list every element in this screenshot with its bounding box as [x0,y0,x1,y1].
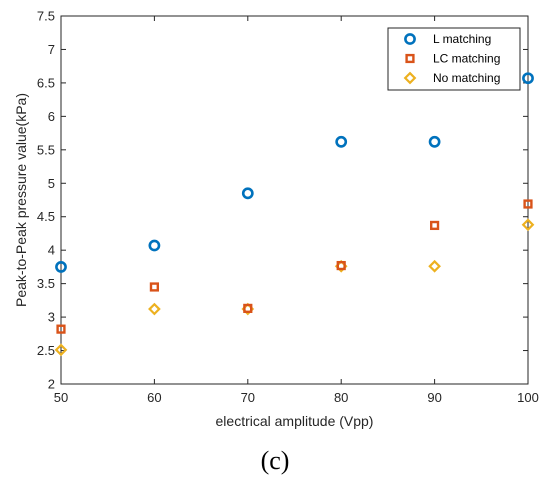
legend-marker [405,53,415,64]
x-axis-ticks: 50 60 70 80 90 100 [54,16,539,405]
y-tick-label: 6 [48,109,55,124]
y-axis-label: Peak-to-Peak pressure value(kPa) [13,93,29,307]
data-point [149,282,160,292]
data-point [148,239,161,252]
legend-label: L matching [433,32,491,46]
series-l-matching [55,72,534,273]
figure-caption: (c) [260,446,290,475]
data-point [241,187,254,200]
legend-label: No matching [433,71,500,85]
x-tick-label: 50 [54,390,68,405]
legend-marker [403,71,417,85]
data-point [521,218,535,232]
x-axis-label: electrical amplitude (Vpp) [216,413,374,429]
x-tick-label: 70 [241,390,255,405]
data-point [148,302,161,316]
legend: L matching LC matching No matching [387,27,521,91]
y-tick-label: 2.5 [37,343,55,358]
data-point [430,220,440,231]
data-point [335,135,348,148]
data-point [55,261,67,273]
y-tick-label: 7 [48,42,55,57]
data-markers [54,72,535,357]
legend-entry: L matching [404,32,491,46]
x-tick-label: 90 [427,390,441,405]
y-tick-label: 6.5 [37,75,55,90]
data-point [336,260,346,271]
data-point [54,343,68,357]
y-tick-label: 5 [48,176,55,191]
y-tick-label: 4 [48,243,55,258]
series-lc-matching [56,199,533,334]
data-point [428,135,441,148]
y-tick-label: 7.5 [37,9,55,24]
scatter-chart: 2 2.5 3 3.5 4 4.5 5 5.5 6 6.5 7 7.5 50 60 70 80 90 100 L… [13,9,539,430]
y-tick-label: 4.5 [37,209,55,224]
legend-marker [404,33,416,45]
data-point [523,199,533,209]
data-point [243,303,253,313]
legend-label: LC matching [433,52,500,66]
y-tick-label: 3.5 [37,276,55,291]
data-point [428,259,441,273]
x-tick-label: 60 [147,390,161,405]
data-point [56,324,66,334]
x-tick-label: 100 [517,390,539,405]
legend-entry: LC matching [405,52,500,66]
y-tick-label: 5.5 [37,142,55,157]
y-axis-ticks: 2 2.5 3 3.5 4 4.5 5 5.5 6 6.5 7 7.5 [37,9,528,392]
y-tick-label: 2 [48,377,55,392]
x-tick-label: 80 [334,390,348,405]
data-point [522,72,534,85]
legend-entry: No matching [403,71,500,85]
y-tick-label: 3 [48,310,55,325]
legend-box [387,27,521,91]
